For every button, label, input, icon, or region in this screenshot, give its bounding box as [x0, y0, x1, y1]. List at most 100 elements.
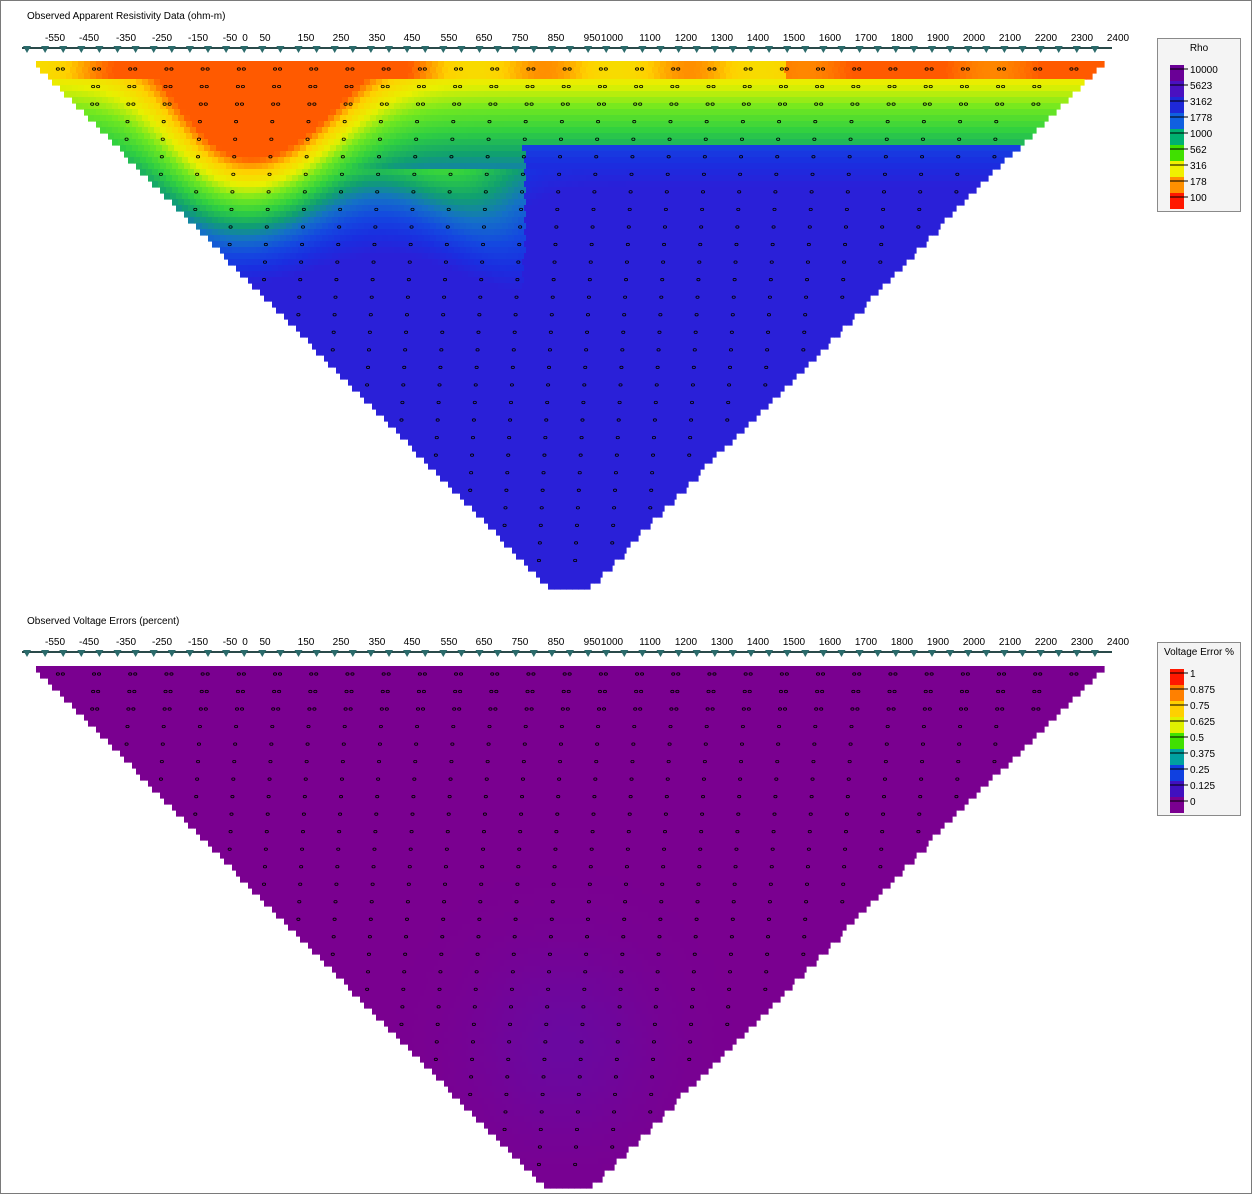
data-point: [304, 759, 309, 764]
data-point: [125, 120, 130, 124]
x-tick-label: 2400: [1107, 637, 1130, 648]
data-point: [348, 102, 353, 106]
data-point: [236, 67, 241, 71]
x-tick-label: -50: [223, 33, 238, 44]
electrode-marker: [421, 650, 430, 657]
data-point: [632, 724, 637, 729]
resistivity-plot: -550 -450 -350 -250 -150 -50 0 50 150 250 350 450 55…: [22, 33, 1130, 590]
data-point: [581, 400, 586, 405]
data-point: [848, 137, 853, 141]
data-point: [518, 225, 523, 229]
data-point: [729, 935, 734, 939]
data-point: [617, 400, 622, 405]
data-point: [490, 67, 495, 71]
data-point: [764, 365, 769, 369]
data-point: [204, 84, 209, 89]
data-point: [783, 707, 788, 711]
data-point: [626, 225, 631, 229]
data-point: [236, 672, 241, 676]
data-point: [127, 84, 132, 89]
data-point: [227, 242, 232, 247]
data-point: [228, 225, 233, 229]
data-point: [846, 172, 851, 176]
data-point: [587, 882, 592, 886]
data-point: [711, 689, 716, 694]
data-point: [470, 1040, 475, 1044]
data-point: [922, 707, 927, 711]
data-point: [763, 987, 768, 991]
legend-label: 0.75: [1190, 701, 1210, 712]
data-point: [732, 882, 737, 886]
data-point: [1038, 672, 1043, 676]
data-point: [227, 847, 232, 851]
data-point: [91, 689, 96, 694]
data-point: [229, 812, 234, 816]
data-point: [524, 707, 529, 711]
electrode-marker: [692, 46, 701, 53]
data-point: [161, 120, 166, 124]
data-point: [196, 759, 201, 764]
rho-legend-scale: 10000 5623 3162 1778 1000 562 316 178 100: [1170, 65, 1218, 209]
data-point: [375, 190, 380, 194]
data-point: [547, 348, 552, 352]
data-point: [404, 917, 409, 921]
legend-label: 316: [1190, 161, 1207, 172]
legend-swatch: [1170, 81, 1184, 97]
data-point: [688, 1040, 693, 1044]
x-tick-label: 250: [333, 637, 350, 648]
data-point: [309, 672, 314, 676]
electrode-marker: [855, 46, 864, 53]
electrode-marker: [312, 650, 321, 657]
data-point: [517, 847, 522, 851]
data-point: [366, 365, 371, 369]
x-tick-label: 2300: [1071, 33, 1094, 44]
data-point: [888, 672, 893, 676]
data-point: [406, 882, 411, 886]
data-point: [312, 102, 317, 106]
data-point: [197, 120, 202, 124]
data-point: [840, 295, 845, 299]
data-point: [725, 1022, 730, 1026]
data-point: [372, 242, 377, 247]
data-point: [468, 488, 473, 492]
data-point: [811, 155, 816, 159]
data-point: [267, 777, 272, 781]
data-point: [268, 759, 273, 764]
data-point: [927, 707, 932, 711]
data-point: [696, 882, 701, 886]
data-point: [590, 830, 595, 834]
data-point: [729, 330, 734, 334]
data-point: [457, 102, 462, 106]
legend-swatch: [1170, 177, 1184, 193]
data-point: [779, 67, 784, 71]
data-point: [494, 84, 499, 89]
x-tick-label: -350: [116, 33, 136, 44]
data-point: [652, 418, 657, 422]
data-point: [566, 689, 571, 694]
data-point: [365, 987, 370, 991]
data-point: [544, 418, 549, 422]
data-point: [342, 724, 347, 729]
data-point: [847, 155, 852, 159]
data-point: [448, 172, 453, 176]
data-point: [771, 225, 776, 229]
x-tick-label: 1300: [711, 637, 734, 648]
data-point: [731, 295, 736, 299]
data-point: [848, 742, 853, 746]
data-point: [345, 672, 350, 676]
data-point: [778, 84, 783, 89]
data-point: [199, 689, 204, 694]
x-tick-label: 450: [404, 33, 421, 44]
data-point: [650, 1075, 655, 1079]
data-point: [307, 102, 312, 106]
data-point: [399, 418, 404, 422]
data-point: [483, 795, 488, 799]
data-point: [379, 102, 384, 106]
data-point: [495, 67, 500, 71]
data-point: [472, 400, 477, 405]
electrode-marker: [602, 46, 611, 53]
data-point: [339, 172, 344, 176]
data-point: [954, 190, 959, 194]
data-point: [994, 724, 999, 729]
legend-swatch: [1170, 717, 1184, 733]
